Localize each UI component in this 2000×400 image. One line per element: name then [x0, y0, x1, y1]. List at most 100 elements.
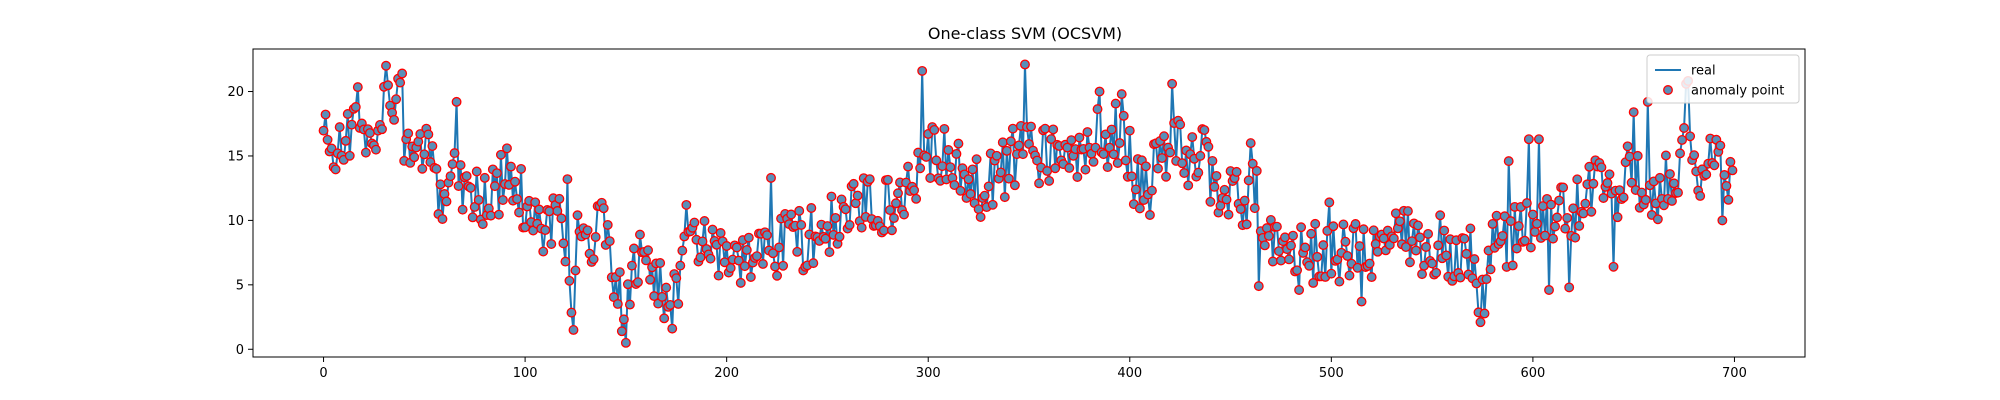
anomaly-point [899, 209, 909, 220]
anomaly-point [999, 192, 1010, 203]
anomaly-point [808, 258, 819, 269]
anomaly-point [1165, 147, 1176, 158]
anomaly-point [1404, 257, 1415, 268]
anomaly-point [774, 242, 785, 253]
anomaly-point [1562, 212, 1573, 223]
anomaly-point [427, 141, 438, 152]
anomaly-point [1568, 203, 1579, 214]
anomaly-point [514, 207, 525, 218]
anomaly-point [643, 245, 654, 256]
anomaly-point [1146, 185, 1157, 196]
anomaly-point [1120, 155, 1131, 166]
anomaly-point [1048, 124, 1059, 135]
anomaly-point [659, 313, 670, 324]
anomaly-point [395, 77, 406, 88]
anomaly-point [751, 251, 762, 262]
anomaly-point [342, 109, 353, 119]
anomaly-point [1407, 236, 1417, 247]
anomaly-point [1177, 158, 1188, 169]
anomaly-point [1271, 221, 1282, 232]
axes: 0 100 200 300 400 500 600 700 0 5 10 15 20 [227, 48, 1806, 381]
anomaly-point [1007, 123, 1018, 134]
anomaly-point [1352, 262, 1363, 273]
anomaly-point [371, 144, 381, 155]
anomaly-point [796, 219, 807, 230]
anomaly-point [554, 193, 565, 204]
anomaly-point [1485, 264, 1496, 275]
anomaly-point [1491, 210, 1502, 221]
anomaly-point [383, 80, 393, 91]
anomaly-point [604, 236, 615, 247]
anomaly-point [903, 161, 914, 172]
anomaly-point [1402, 206, 1413, 217]
x-tick-label: 400 [1117, 366, 1142, 381]
anomaly-point [364, 128, 375, 138]
anomaly-point [1431, 267, 1442, 278]
anomaly-point [1523, 134, 1534, 145]
anomaly-point [1614, 185, 1625, 196]
anomaly-point [824, 247, 835, 258]
axes-frame [252, 48, 1806, 358]
anomaly-point [1497, 230, 1508, 241]
anomaly-point [953, 138, 964, 149]
anomaly-point [1481, 274, 1492, 285]
anomaly-point [1652, 214, 1663, 225]
anomaly-point [1479, 308, 1490, 319]
anomaly-point [1503, 156, 1514, 167]
x-tick-label: 200 [714, 366, 739, 381]
anomaly-point [1245, 138, 1256, 149]
anomaly-point [1108, 149, 1119, 160]
anomaly-point [778, 260, 789, 271]
anomaly-point [1187, 132, 1198, 143]
anomaly-point [516, 163, 527, 174]
anomaly-point [1675, 148, 1685, 159]
x-tick-label: 300 [916, 366, 941, 381]
anomaly-point [1304, 260, 1315, 271]
anomaly-point [1441, 250, 1452, 261]
anomaly-point [1580, 198, 1591, 209]
anomaly-point [840, 204, 851, 215]
anomaly-point [602, 219, 613, 230]
anomaly-point [1548, 233, 1559, 244]
anomaly-point [1394, 216, 1405, 227]
anomaly-point [397, 68, 408, 79]
anomaly-point [979, 190, 990, 201]
anomaly-point [733, 255, 744, 266]
anomaly-point [1013, 140, 1024, 151]
anomaly-point [1342, 250, 1353, 261]
anomaly-point [1511, 243, 1522, 254]
anomaly-point [1624, 151, 1635, 162]
anomaly-point [622, 279, 633, 290]
anomaly-point [350, 102, 361, 112]
anomaly-point [677, 245, 688, 256]
anomaly-point [1308, 278, 1319, 288]
anomaly-point [1411, 245, 1421, 256]
anomaly-point [1685, 131, 1696, 142]
anomaly-point [590, 232, 601, 242]
anomaly-point [834, 231, 845, 242]
anomaly-point [893, 188, 903, 199]
anomaly-point [1689, 150, 1700, 161]
anomaly-point [987, 199, 998, 210]
anomaly-point [889, 213, 899, 224]
anomaly-point [1211, 170, 1222, 181]
anomaly-point [995, 167, 1006, 178]
anomaly-point [403, 128, 414, 139]
anomaly-point [1667, 196, 1677, 206]
y-tick-label: 15 [227, 149, 244, 164]
anomaly-point [1626, 177, 1637, 188]
anomaly-point [715, 228, 726, 238]
anomaly-point [707, 224, 718, 235]
anomaly-point [929, 125, 940, 135]
anomaly-point [971, 154, 982, 165]
anomaly-point [1259, 240, 1270, 251]
anomaly-point [1372, 246, 1383, 257]
anomaly-point [506, 161, 516, 172]
anomaly-point [973, 204, 984, 215]
anomaly-point [1088, 156, 1099, 167]
legend-box [1646, 54, 1800, 104]
anomaly-point [1243, 175, 1254, 186]
anomaly-point [697, 236, 708, 247]
anomaly-point [1717, 215, 1728, 226]
anomaly-point [1461, 248, 1472, 259]
